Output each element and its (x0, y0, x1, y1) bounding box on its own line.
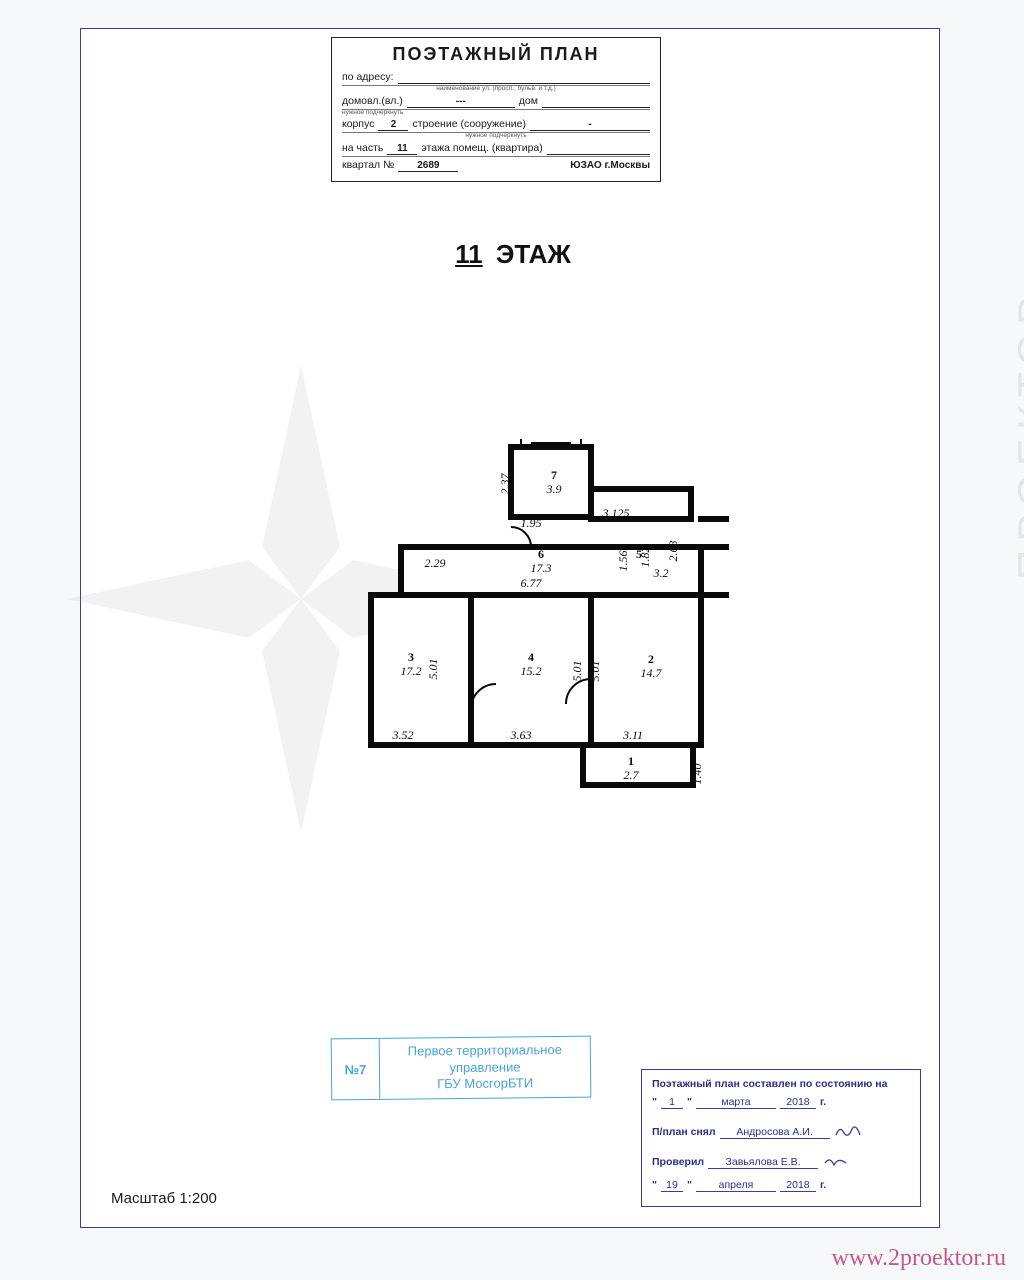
sig-check: Проверил Завьялова Е.В. (652, 1149, 910, 1169)
stamp-line2: управление (449, 1059, 520, 1075)
svg-text:3: 3 (408, 650, 414, 664)
chast-label: на часть (342, 142, 383, 154)
stamp-number: №7 (332, 1039, 381, 1099)
dom-label: дом (519, 95, 538, 107)
d2-year: 2018 (780, 1179, 816, 1192)
korpus-val: 2 (378, 119, 408, 131)
signature-1-icon (834, 1123, 864, 1139)
svg-text:6.77: 6.77 (521, 576, 543, 590)
svg-text:3.11: 3.11 (622, 728, 643, 742)
d1-year: 2018 (780, 1096, 816, 1109)
g2: г. (820, 1179, 826, 1191)
sig-head: Поэтажный план составлен по состоянию на (652, 1078, 910, 1090)
svg-text:3.125: 3.125 (602, 506, 630, 520)
watermark-text: ПРОЕКТОР (1009, 289, 1024, 580)
plan-name: Андросова А.И. (720, 1126, 830, 1139)
svg-text:1.40: 1.40 (690, 764, 704, 785)
svg-text:1.82: 1.82 (638, 547, 652, 568)
address-value (398, 72, 650, 84)
korpus-label: корпус (342, 118, 374, 130)
d1-day: 1 (661, 1096, 683, 1109)
stamp-text: Первое территориальное управление ГБУ Мо… (380, 1038, 591, 1097)
stroenie-label: строение (сооружение) (412, 118, 526, 130)
svg-text:2.7: 2.7 (624, 768, 640, 782)
svg-text:3.9: 3.9 (546, 482, 562, 496)
domvl-dash: --- (407, 96, 515, 108)
svg-text:17.2: 17.2 (401, 664, 422, 678)
check-label: Проверил (652, 1156, 704, 1168)
svg-text:3.63: 3.63 (510, 728, 532, 742)
kvartira-val (547, 143, 650, 155)
d2-month: апреля (696, 1179, 776, 1192)
website-url: www.2proektor.ru (832, 1245, 1006, 1272)
etazh-label: этажа помещ. (квартира) (421, 142, 542, 154)
region: ЮЗАО г.Москвы (462, 160, 650, 171)
floor-number: 11 (449, 239, 489, 269)
svg-text:1.56: 1.56 (616, 551, 630, 572)
svg-text:2.37: 2.37 (498, 473, 512, 495)
svg-text:1.95: 1.95 (521, 516, 542, 530)
stamp-line1: Первое территориальное (408, 1042, 562, 1059)
svg-text:2: 2 (648, 652, 654, 666)
doc-title: ПОЭТАЖНЫЙ ПЛАН (342, 44, 650, 65)
svg-text:3.2: 3.2 (653, 566, 669, 580)
svg-text:5.01: 5.01 (588, 661, 602, 682)
sig-plan: П/план снял Андросова А.И. (652, 1119, 910, 1139)
signature-box: Поэтажный план составлен по состоянию на… (641, 1069, 921, 1207)
address-label: по адресу: (342, 71, 394, 83)
stroenie-val: - (530, 119, 650, 131)
sig-date1: "1" марта 2018 г. (652, 1096, 910, 1109)
kvartal-val: 2689 (398, 160, 458, 172)
stamp-box: №7 Первое территориальное управление ГБУ… (331, 1036, 592, 1101)
svg-text:2.63: 2.63 (666, 541, 680, 562)
title-block: ПОЭТАЖНЫЙ ПЛАН по адресу: наименование у… (331, 37, 661, 182)
signature-2-icon (822, 1153, 852, 1169)
svg-text:5.01: 5.01 (426, 659, 440, 680)
svg-text:3.52: 3.52 (392, 728, 414, 742)
svg-text:7: 7 (551, 468, 557, 482)
svg-text:1: 1 (628, 754, 634, 768)
scale-label: Масштаб 1:200 (111, 1190, 217, 1207)
domvl-label: домовл.(вл.) (342, 95, 403, 107)
svg-text:6: 6 (538, 547, 544, 561)
dom-value (542, 96, 650, 108)
page-frame: ПОЭТАЖНЫЙ ПЛАН по адресу: наименование у… (80, 28, 940, 1228)
d1-month: марта (696, 1096, 776, 1109)
sig-date2: "19" апреля 2018 г. (652, 1179, 910, 1192)
floor-val: 11 (387, 143, 417, 155)
svg-text:4: 4 (528, 650, 534, 664)
svg-text:14.7: 14.7 (641, 666, 663, 680)
floor-heading: 11 ЭТАЖ (81, 239, 939, 270)
floor-plan: 73.9617.35317.2415.2214.712.72.371.953.1… (331, 429, 741, 819)
check-name: Завьялова Е.В. (708, 1156, 818, 1169)
g1: г. (820, 1096, 826, 1108)
svg-text:15.2: 15.2 (521, 664, 542, 678)
kvartal-label: квартал № (342, 159, 394, 171)
floor-word: ЭТАЖ (496, 239, 571, 269)
d2-day: 19 (661, 1179, 683, 1192)
svg-text:17.3: 17.3 (531, 561, 552, 575)
svg-text:2.29: 2.29 (425, 556, 446, 570)
plan-label: П/план снял (652, 1126, 716, 1138)
stamp-line3: ГБУ МосгорБТИ (437, 1076, 533, 1092)
svg-text:5.01: 5.01 (570, 661, 584, 682)
